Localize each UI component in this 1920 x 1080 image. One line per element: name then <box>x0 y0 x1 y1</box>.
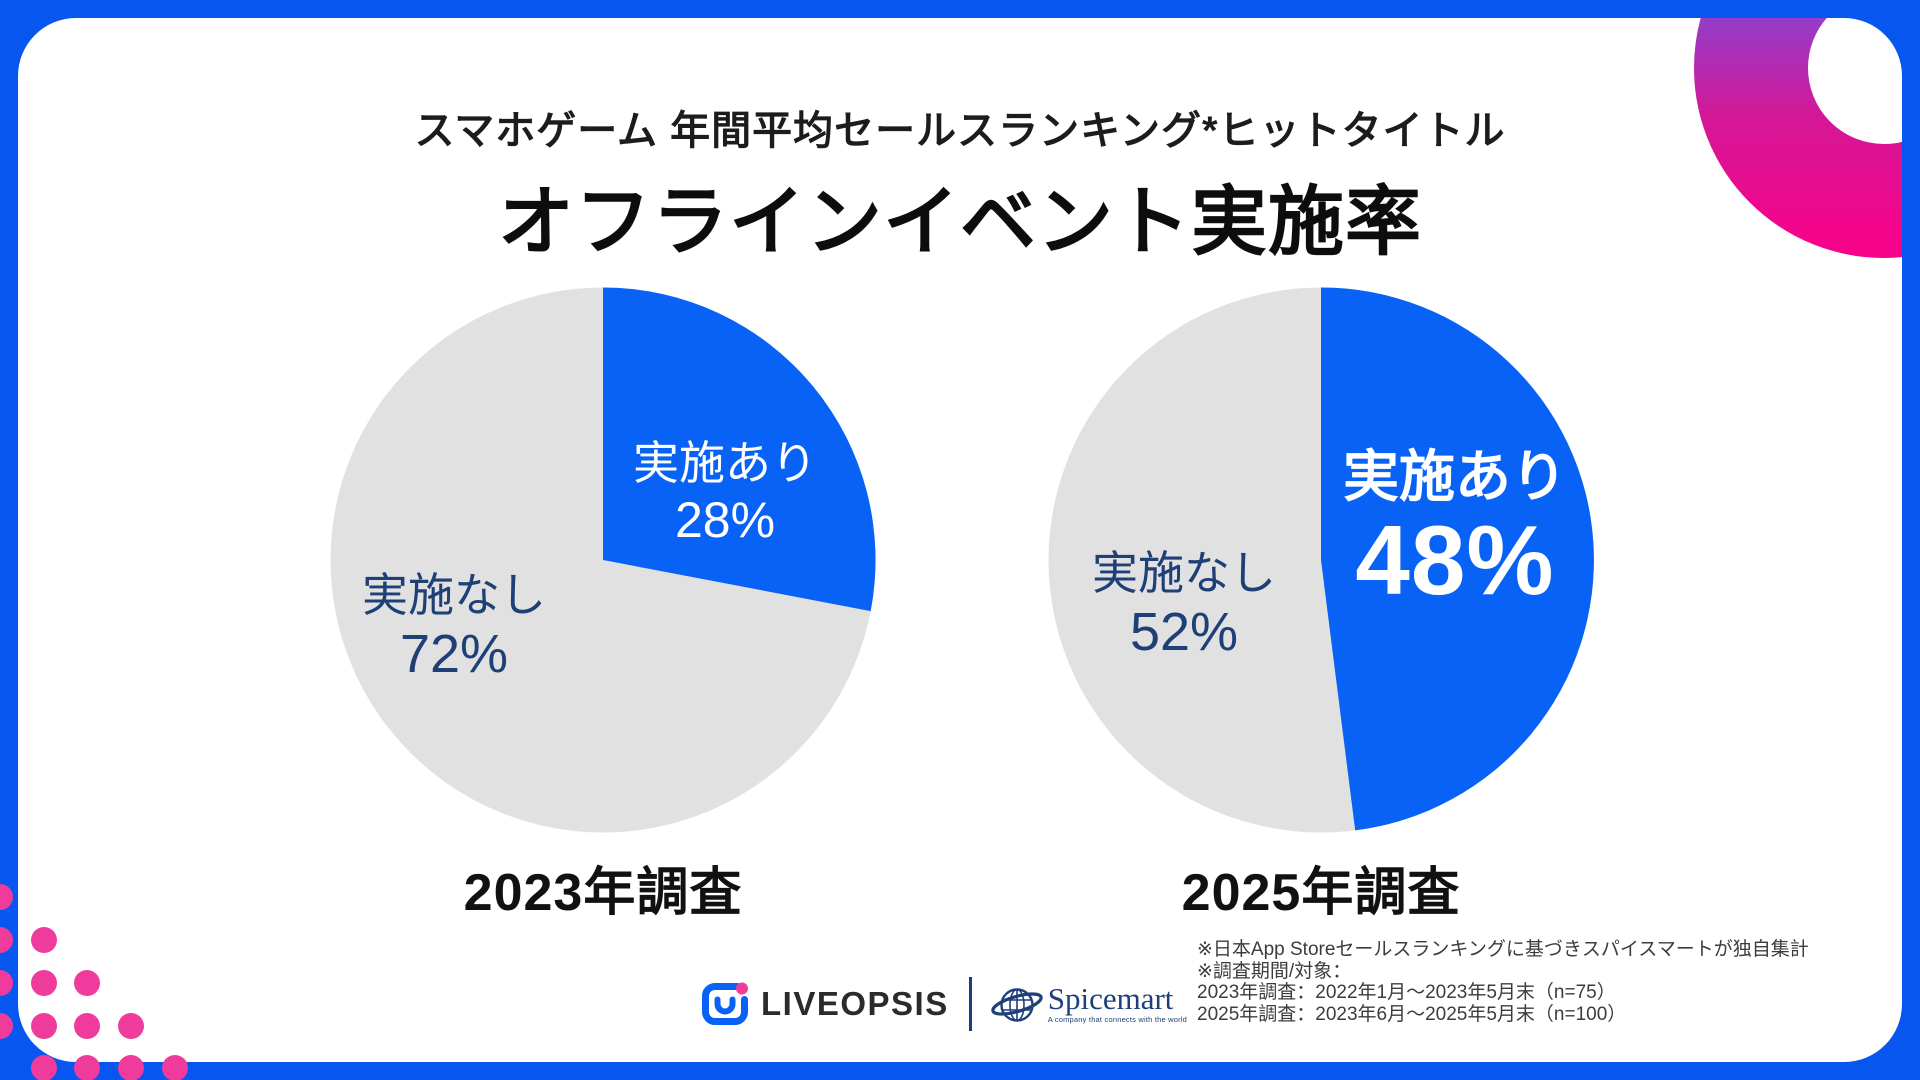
pie-2025-label-no-value: 52% <box>1129 602 1239 662</box>
liveopsis-pink-dot <box>736 982 748 995</box>
dots-decoration <box>0 884 188 1080</box>
page-title: オフラインイベント実施率 <box>498 180 1422 265</box>
pie-2023-caption: 2023年調査 <box>463 864 743 922</box>
pie-2023-label-no: 実施なし 72% <box>328 568 580 686</box>
pie-2023-slice-yes <box>603 287 876 612</box>
spicemart-globe-icon <box>990 988 1043 1022</box>
pie-2023-label-no-text: 実施なし <box>362 569 546 621</box>
spicemart-wordmark: Spicemart <box>1047 981 1174 1016</box>
liveopsis-wordmark: LIVEOPSIS <box>761 985 949 1022</box>
spicemart-tagline: A company that connects with the world <box>1047 1015 1188 1024</box>
liveopsis-frame-shape <box>702 983 748 1025</box>
pie-2023-label-no-value: 72% <box>399 624 509 684</box>
footer-logos: LIVEOPSIS Spicemart A company that conne… <box>702 974 1187 1034</box>
spicemart-logo: Spicemart A company that connects with t… <box>990 977 1187 1031</box>
footnotes: ※日本App Storeセールスランキングに基づきスパイスマートが独自集計 ※調… <box>1197 939 1809 1025</box>
gradient-ring-shape <box>1694 18 1902 258</box>
liveopsis-smile-shape <box>714 996 736 1015</box>
pie-2025-slice-yes <box>1321 287 1594 831</box>
footnote-line-3: 2023年調査：2022年1月～2023年5月末（n=75） <box>1197 982 1616 1003</box>
pie-2025-label-yes-value: 48% <box>1355 505 1555 615</box>
pie-2025-caption: 2025年調査 <box>1181 864 1461 922</box>
footer-divider <box>968 977 972 1031</box>
pie-2025-label-no: 実施なし 52% <box>1058 546 1310 664</box>
footnote-line-4: 2025年調査：2023年6月～2025年5月末（n=100） <box>1197 1003 1627 1025</box>
liveopsis-logo-icon <box>702 982 748 1025</box>
pie-2023-label-yes: 実施あり 28% <box>600 436 850 550</box>
ring-decoration <box>1694 18 1902 258</box>
footnote-line-2: ※調査期間/対象： <box>1197 960 1352 982</box>
pie-2023-label-yes-value: 28% <box>674 492 776 548</box>
footnote-line-1: ※日本App Storeセールスランキングに基づきスパイスマートが独自集計 <box>1197 939 1809 960</box>
pie-2023-label-yes-text: 実施あり <box>633 437 817 489</box>
page-subtitle: スマホゲーム 年間平均セールスランキング*ヒットタイトル <box>414 109 1506 153</box>
pie-2025-label-yes: 実施あり 48% <box>1312 445 1598 615</box>
pie-2025-label-no-text: 実施なし <box>1092 547 1276 599</box>
pie-2025-label-yes-text: 実施あり <box>1343 445 1567 508</box>
